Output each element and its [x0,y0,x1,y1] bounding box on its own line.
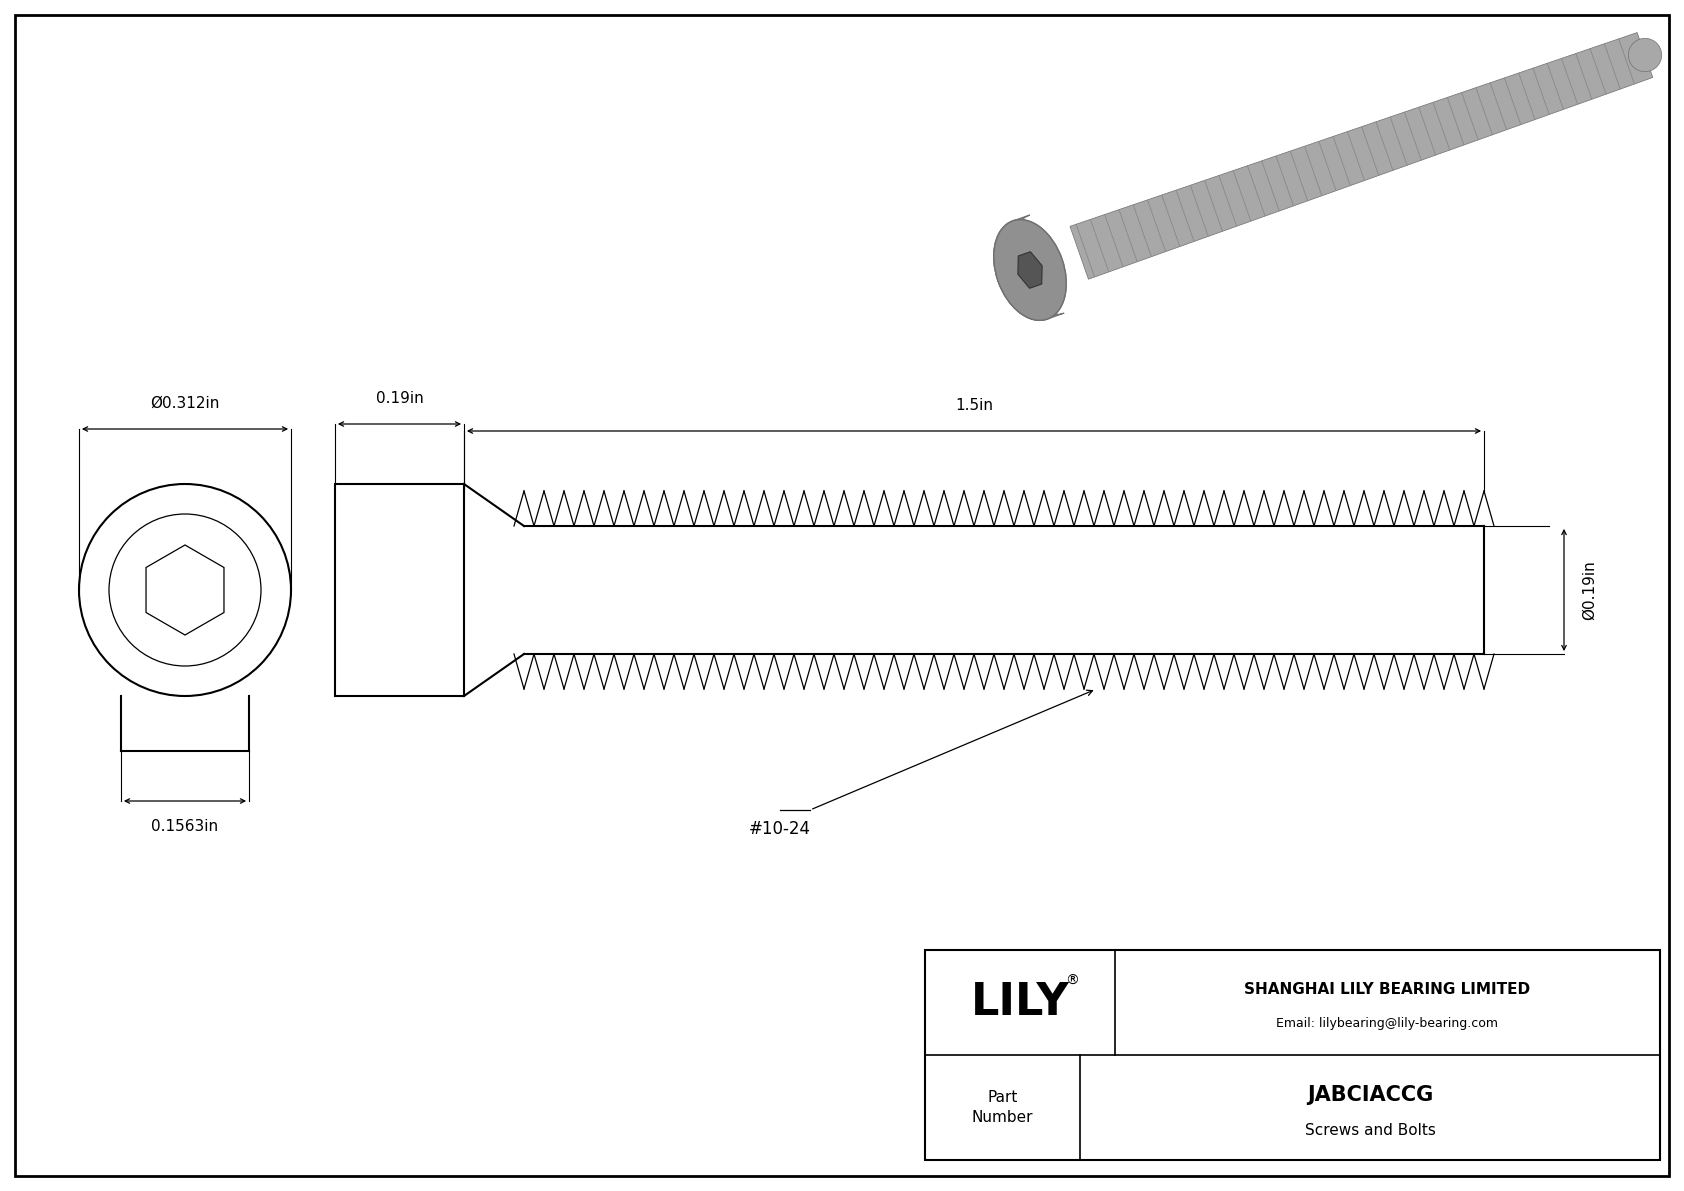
Text: 0.19in: 0.19in [376,391,423,406]
Text: 1.5in: 1.5in [955,398,994,413]
Text: SHANGHAI LILY BEARING LIMITED: SHANGHAI LILY BEARING LIMITED [1244,983,1531,997]
Polygon shape [1069,32,1654,279]
Bar [925,950,1660,1160]
Text: Ø0.19in: Ø0.19in [1581,560,1596,619]
Polygon shape [1017,251,1042,288]
Text: Screws and Bolts: Screws and Bolts [1305,1123,1435,1139]
Text: Part
Number: Part Number [972,1090,1034,1125]
Text: Email: lilybearing@lily-bearing.com: Email: lilybearing@lily-bearing.com [1276,1017,1499,1030]
Circle shape [1628,38,1662,71]
Text: LILY: LILY [970,981,1069,1024]
Text: 0.1563in: 0.1563in [152,819,219,834]
Text: Ø0.312in: Ø0.312in [150,395,219,411]
Text: #10-24: #10-24 [749,819,812,838]
Bar [335,484,465,696]
Text: JABCIACCG: JABCIACCG [1307,1085,1433,1105]
Ellipse shape [994,219,1066,320]
Ellipse shape [994,219,1066,320]
Text: ®: ® [1064,973,1079,987]
Polygon shape [994,214,1064,320]
